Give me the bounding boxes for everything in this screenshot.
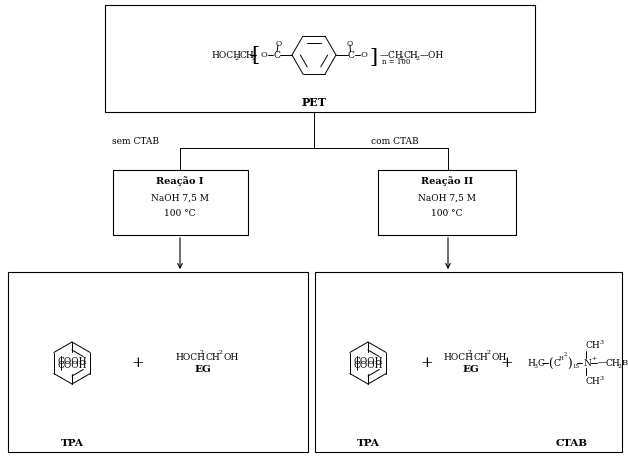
Text: HOCH: HOCH <box>175 353 205 362</box>
Bar <box>105 5 535 112</box>
Text: EG: EG <box>463 365 479 375</box>
Text: COOH: COOH <box>353 362 382 370</box>
Text: COOH: COOH <box>57 357 87 365</box>
Text: com CTAB: com CTAB <box>371 136 419 146</box>
Text: n = 100: n = 100 <box>382 58 410 66</box>
Text: —: — <box>598 358 607 368</box>
Text: HOCH: HOCH <box>211 50 241 60</box>
Text: O: O <box>276 40 282 48</box>
Text: N: N <box>584 358 592 368</box>
Text: ): ) <box>567 358 571 370</box>
Text: TPA: TPA <box>357 440 379 448</box>
Bar <box>378 170 516 235</box>
Text: OH: OH <box>491 353 506 362</box>
Text: 3: 3 <box>599 340 603 345</box>
Text: +: + <box>132 356 144 370</box>
Text: O: O <box>360 51 367 59</box>
Text: 3: 3 <box>533 364 537 369</box>
Text: H: H <box>559 356 564 360</box>
Text: Reação II: Reação II <box>421 176 473 186</box>
Text: Reação I: Reação I <box>156 176 203 186</box>
Text: ]: ] <box>369 49 377 67</box>
Bar <box>315 272 622 452</box>
Text: COOH: COOH <box>57 362 87 370</box>
Text: C: C <box>347 50 354 60</box>
Text: EG: EG <box>195 365 212 375</box>
Text: Br: Br <box>622 359 628 367</box>
Bar <box>8 272 308 452</box>
Text: COOH: COOH <box>353 357 382 365</box>
Text: PET: PET <box>301 96 327 107</box>
Text: C: C <box>553 358 560 368</box>
Text: CH: CH <box>605 358 620 368</box>
Text: —OH: —OH <box>420 50 444 60</box>
Text: CH: CH <box>586 376 601 386</box>
Text: 2: 2 <box>200 351 204 356</box>
Text: 100 °C: 100 °C <box>431 208 463 218</box>
Text: NaOH 7,5 M: NaOH 7,5 M <box>418 194 476 202</box>
Text: +: + <box>591 356 596 360</box>
Text: CH: CH <box>404 50 419 60</box>
Text: +: + <box>421 356 433 370</box>
Text: (: ( <box>548 358 553 370</box>
Text: 2: 2 <box>487 351 491 356</box>
Text: O: O <box>347 40 353 48</box>
Text: C: C <box>537 358 544 368</box>
Text: 2: 2 <box>564 353 567 358</box>
Text: TPA: TPA <box>60 440 84 448</box>
Text: 15: 15 <box>572 364 579 369</box>
Text: CH: CH <box>473 353 488 362</box>
Text: H: H <box>527 358 535 368</box>
Text: 2: 2 <box>235 56 239 61</box>
Text: HOCH: HOCH <box>443 353 473 362</box>
Bar <box>113 170 248 235</box>
Text: 2: 2 <box>252 56 256 61</box>
Text: 2: 2 <box>416 56 420 61</box>
Text: 2: 2 <box>219 351 223 356</box>
Text: C: C <box>274 50 281 60</box>
Text: O: O <box>261 51 268 59</box>
Text: +: + <box>501 356 513 370</box>
Text: CTAB: CTAB <box>556 440 588 448</box>
Text: —CH: —CH <box>380 50 404 60</box>
Text: sem CTAB: sem CTAB <box>112 136 158 146</box>
Text: 3: 3 <box>599 375 603 381</box>
Text: 2: 2 <box>618 364 622 369</box>
Text: OH: OH <box>223 353 238 362</box>
Text: 100 °C: 100 °C <box>165 208 196 218</box>
Text: CH: CH <box>239 50 254 60</box>
Text: CH: CH <box>586 341 601 349</box>
Text: CH: CH <box>205 353 220 362</box>
Text: 2: 2 <box>400 56 404 61</box>
Text: NaOH 7,5 M: NaOH 7,5 M <box>151 194 209 202</box>
Text: 2: 2 <box>468 351 472 356</box>
Text: [: [ <box>251 46 259 66</box>
